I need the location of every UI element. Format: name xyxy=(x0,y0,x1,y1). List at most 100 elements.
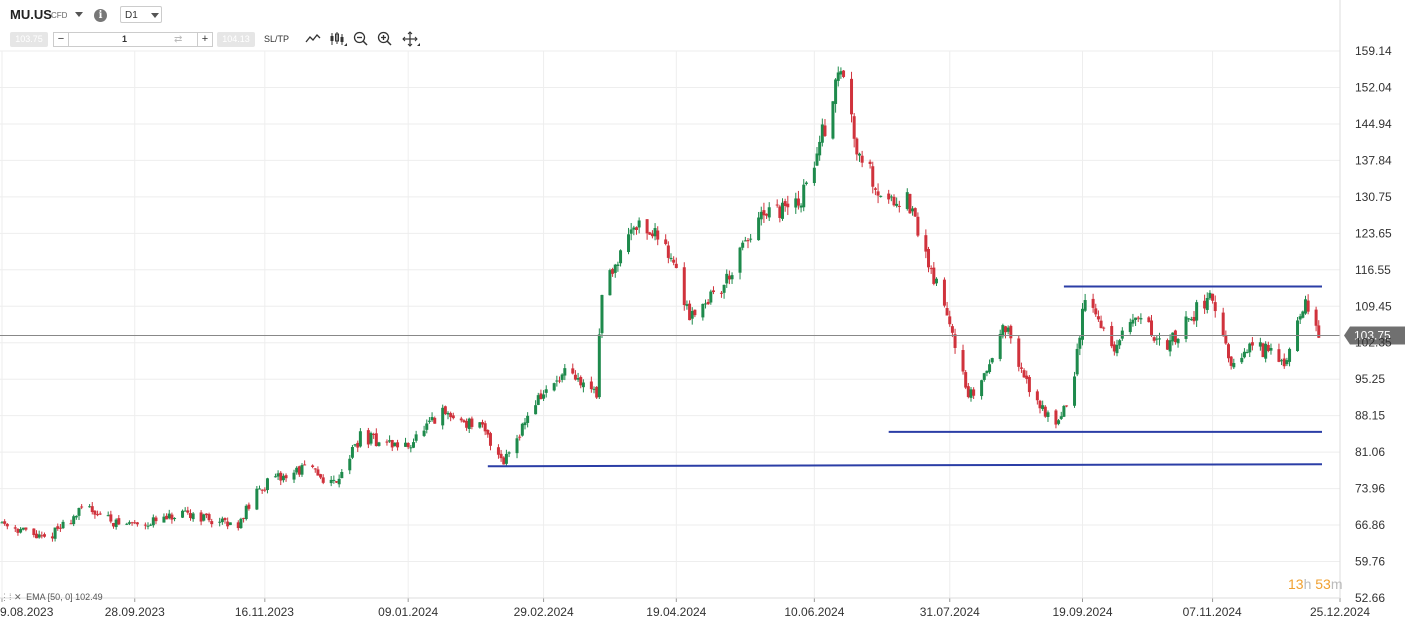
candle-up xyxy=(839,67,843,79)
candle-body xyxy=(839,71,843,75)
candle-up xyxy=(637,217,641,234)
zoom-in-icon[interactable] xyxy=(377,31,393,47)
buy-price-button[interactable]: 104.13 xyxy=(217,32,255,47)
candle-body xyxy=(988,364,992,373)
candle-body xyxy=(366,430,370,445)
candle-body xyxy=(1157,338,1161,340)
swap-icon[interactable]: ⇄ xyxy=(174,34,183,45)
candle-body xyxy=(932,267,936,284)
candle-down xyxy=(483,420,487,436)
candle-body xyxy=(709,291,713,303)
candle-body xyxy=(114,519,118,528)
candle-body xyxy=(743,240,747,242)
sell-price-button[interactable]: 103.75 xyxy=(10,32,48,47)
x-tick-label: 25.12.2024 xyxy=(1310,605,1370,619)
time-axis[interactable]: 9.08.2023 28.09.2023 16.11.2023 09.01.2024 2… xyxy=(0,597,1370,619)
candle-body xyxy=(1110,326,1114,347)
indicator-remove-icon[interactable]: ✕ xyxy=(14,592,22,602)
candle-up xyxy=(536,392,540,406)
candle-down xyxy=(236,520,240,531)
candle-body xyxy=(730,275,734,280)
candle-body xyxy=(1094,308,1098,315)
candle-down xyxy=(462,419,466,424)
candle-down xyxy=(964,370,968,390)
candle-body xyxy=(685,304,689,306)
candle-body xyxy=(335,481,338,483)
symbol-label[interactable]: MU.US xyxy=(10,7,52,22)
candle-down xyxy=(706,299,710,305)
candle-down xyxy=(595,386,599,399)
candle-body xyxy=(645,219,649,234)
candle-up xyxy=(1301,310,1305,319)
candle-body xyxy=(348,458,352,471)
symbol-dropdown-chevron-down-icon[interactable] xyxy=(75,12,83,17)
candle-down xyxy=(871,161,875,194)
candle-down xyxy=(1314,306,1318,332)
info-icon[interactable]: i xyxy=(94,9,107,22)
quantity-input[interactable]: 1 xyxy=(122,34,128,44)
candle-body xyxy=(648,232,652,235)
quantity-minus-button[interactable]: − xyxy=(54,33,69,46)
candle-body xyxy=(905,192,909,209)
candle-up xyxy=(446,411,450,420)
candle-body xyxy=(130,522,134,524)
timeframe-select[interactable]: D1 xyxy=(120,6,162,23)
candle-body xyxy=(831,101,835,139)
sltp-button[interactable]: SL/TP xyxy=(264,34,290,44)
candle-down xyxy=(58,524,62,532)
indicator-settings-icon[interactable]: ⋮⁞ xyxy=(0,592,12,602)
candle-body xyxy=(93,510,97,515)
line-chart-icon[interactable] xyxy=(305,31,321,47)
candle-body xyxy=(998,334,1002,359)
candle-body xyxy=(1057,420,1061,424)
timeframe-chevron-down-icon[interactable] xyxy=(151,13,159,18)
candle-body xyxy=(552,383,556,391)
quantity-stepper[interactable]: − 1 ⇄ + xyxy=(53,32,213,47)
candle-up xyxy=(504,449,508,466)
candle-body xyxy=(404,442,408,447)
candle-down xyxy=(1306,294,1310,315)
candle-body xyxy=(478,422,482,428)
candle-body xyxy=(441,407,445,426)
quantity-plus-button[interactable]: + xyxy=(197,33,212,46)
candle-body xyxy=(794,198,798,208)
candle-down xyxy=(1065,405,1069,408)
candle-body xyxy=(32,528,36,536)
candle-body xyxy=(295,467,299,473)
current-price-label: 103.75 xyxy=(1354,329,1391,343)
candle-body xyxy=(151,517,155,526)
candle-body xyxy=(165,515,169,520)
candle-down xyxy=(860,150,864,168)
candle-body xyxy=(1280,360,1284,362)
candle-body xyxy=(1266,345,1270,352)
zoom-out-icon[interactable] xyxy=(353,31,369,47)
x-tick-label: 19.09.2024 xyxy=(1052,605,1112,619)
candle-up xyxy=(1073,371,1077,408)
candle-down xyxy=(449,411,453,422)
candlestick-icon[interactable] xyxy=(329,31,347,47)
candle-body xyxy=(1221,312,1225,336)
candle-down xyxy=(465,418,469,431)
candle-up xyxy=(690,307,694,325)
y-tick-label: 59.76 xyxy=(1355,555,1385,569)
candle-up xyxy=(895,197,899,208)
candle-body xyxy=(876,191,880,196)
crosshair-move-icon[interactable] xyxy=(402,31,420,47)
candle-up xyxy=(1264,341,1268,363)
candle-up xyxy=(393,442,397,447)
candle-body xyxy=(953,334,957,348)
indicator-legend[interactable]: ⋮⁞ ✕ EMA [50, 0] 102.49 xyxy=(0,592,103,603)
candle-body xyxy=(411,442,415,448)
candle-body xyxy=(871,166,875,187)
candle-body xyxy=(879,195,883,197)
candle-down xyxy=(682,262,686,311)
candle-body xyxy=(244,505,248,520)
candle-body xyxy=(300,465,304,475)
trend-lines[interactable] xyxy=(487,285,1323,468)
candle-body xyxy=(69,523,73,525)
candle-body xyxy=(228,522,232,526)
price-axis[interactable]: 159.14 152.04 144.94 137.84 130.75 123.65 116.… xyxy=(1339,0,1392,605)
candle-body xyxy=(980,380,984,397)
candle-body xyxy=(1131,319,1135,324)
